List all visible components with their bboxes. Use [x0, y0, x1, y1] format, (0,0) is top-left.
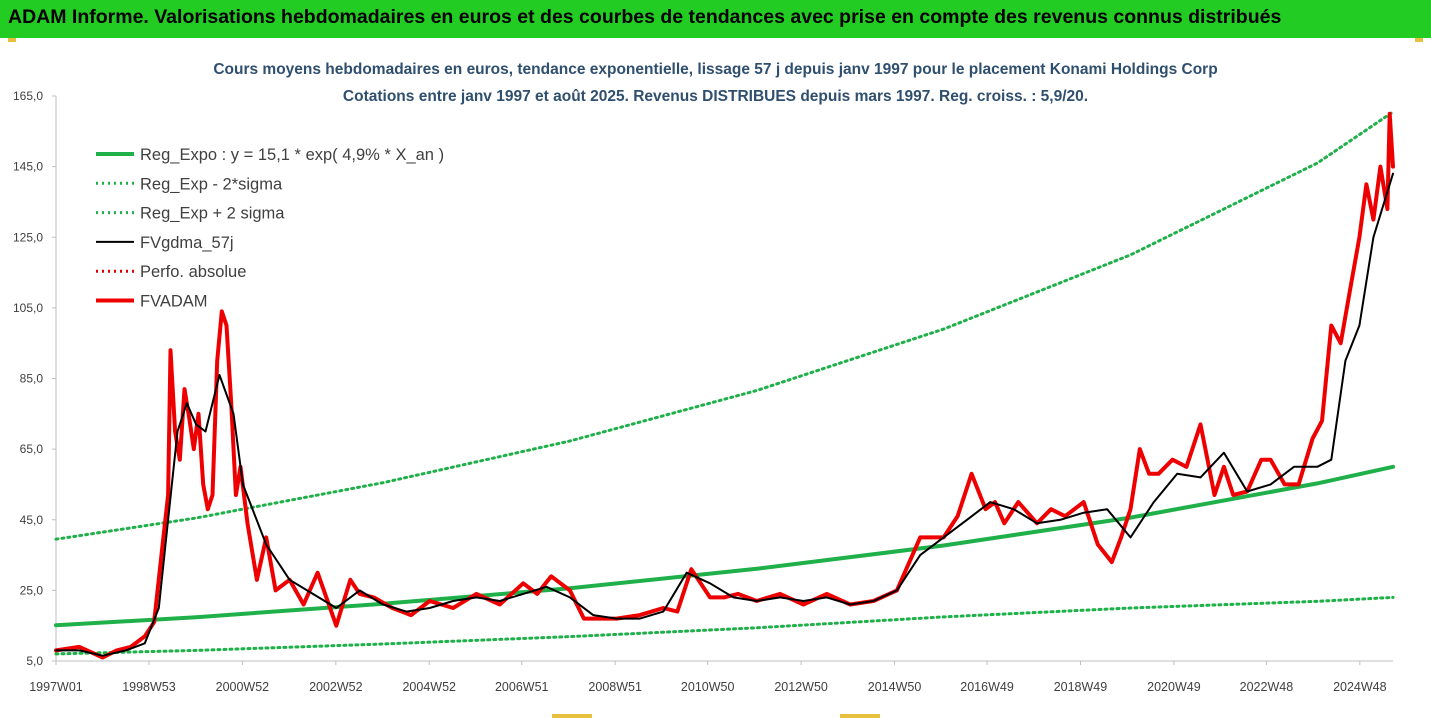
series-line: [54, 464, 1395, 628]
x-tick-label: 2018W49: [1054, 680, 1108, 694]
x-tick-label: 2002W52: [309, 680, 363, 694]
y-tick-label: 125,0: [13, 230, 43, 244]
y-tick-label: 85,0: [20, 372, 44, 386]
legend-label: Reg_Exp + 2 sigma: [140, 205, 285, 223]
legend-label: Reg_Expo : y = 15,1 * exp( 4,9% * X_an ): [140, 146, 444, 164]
x-tick-label: 1997W01: [29, 680, 83, 694]
x-tick-label: 2004W52: [402, 680, 456, 694]
legend-label: FVADAM: [140, 293, 208, 311]
x-tick-label: 2006W51: [495, 680, 549, 694]
x-tick-label: 2024W48: [1333, 680, 1387, 694]
y-tick-label: 145,0: [13, 160, 43, 174]
x-tick-label: 2022W48: [1240, 680, 1294, 694]
x-tick-label: 1998W53: [122, 680, 176, 694]
y-tick-label: 105,0: [13, 301, 43, 315]
y-tick-label: 165,0: [13, 89, 43, 103]
x-tick-label: 2010W50: [681, 680, 735, 694]
legend-label: Perfo. absolue: [140, 263, 246, 281]
y-tick-label: 45,0: [20, 513, 44, 527]
series-line: [54, 111, 1395, 660]
x-tick-label: 2014W50: [868, 680, 922, 694]
chart-title: Cours moyens hebdomadaires en euros, ten…: [213, 61, 1218, 78]
frame-corner-mark: [1415, 38, 1423, 42]
series-line: [55, 172, 1394, 657]
frame-edge-mark: [552, 714, 592, 718]
series-line: [54, 595, 1395, 656]
chart-area: [0, 38, 1431, 718]
x-tick-label: 2008W51: [588, 680, 642, 694]
x-tick-label: 2000W52: [216, 680, 270, 694]
series-line: [54, 110, 1395, 541]
legend-label: FVgdma_57j: [140, 234, 234, 252]
legend-label: Reg_Exp - 2*sigma: [140, 175, 283, 193]
report-header: ADAM Informe. Valorisations hebdomadaire…: [0, 0, 1431, 38]
report-title: ADAM Informe. Valorisations hebdomadaire…: [8, 6, 1282, 28]
frame-corner-mark: [8, 38, 16, 42]
x-tick-label: 2020W49: [1147, 680, 1201, 694]
y-tick-label: 5,0: [26, 654, 43, 668]
chart-subtitle: Cotations entre janv 1997 et août 2025. …: [342, 88, 1089, 105]
frame-edge-mark: [840, 714, 880, 718]
y-tick-label: 25,0: [20, 583, 44, 597]
y-tick-label: 65,0: [20, 442, 44, 456]
x-tick-label: 2016W49: [960, 680, 1014, 694]
x-tick-label: 2012W50: [774, 680, 828, 694]
